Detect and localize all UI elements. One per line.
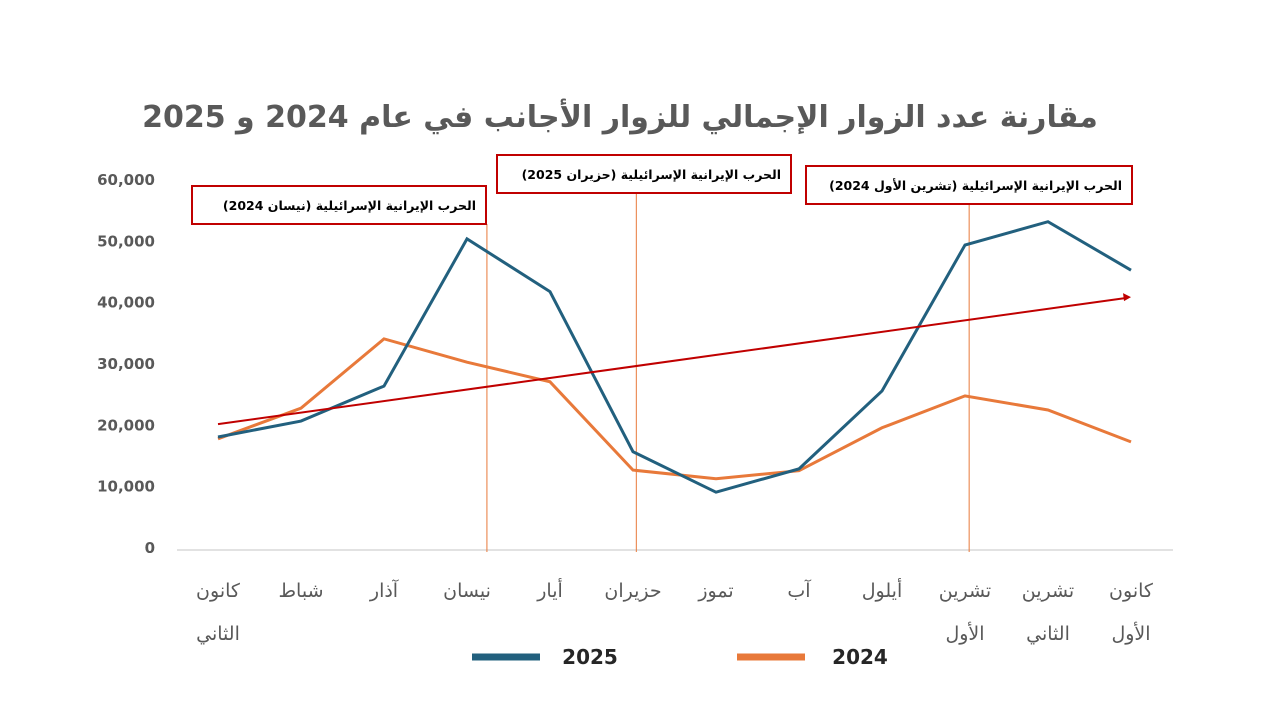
x-tick-label: الثاني [196, 623, 240, 645]
y-tick-label: 40,000 [97, 294, 155, 312]
x-tick-label: كانون [1109, 580, 1154, 602]
x-tick-label: الأول [945, 622, 984, 645]
trend-line [218, 298, 1125, 424]
chart-title: مقارنة عدد الزوار الإجمالي للزوار الأجان… [142, 98, 1098, 135]
x-tick-label: نيسان [443, 580, 491, 602]
y-tick-label: 0 [145, 539, 155, 557]
x-tick-label: حزيران [604, 580, 661, 602]
annotation-label: الحرب الإيرانية الإسرائيلية (تشرين الأول… [829, 178, 1122, 193]
y-tick-label: 10,000 [97, 478, 155, 496]
annotation-label: الحرب الإيرانية الإسرائيلية (نيسان 2024) [223, 198, 476, 213]
series-line-2025 [218, 222, 1131, 492]
legend-label-2025: 2025 [562, 645, 618, 669]
y-tick-label: 50,000 [97, 232, 155, 250]
x-tick-label: آذار [369, 578, 399, 602]
x-axis: كانون الثاني شباط آذار نيسان أيار حزيران تموز آب… [196, 578, 1154, 645]
x-tick-label: شباط [278, 580, 323, 602]
y-tick-label: 60,000 [97, 171, 155, 189]
x-tick-label: تموز [697, 580, 733, 602]
x-tick-label: كانون [196, 580, 241, 602]
trend-arrow [218, 293, 1131, 424]
x-tick-label: الثاني [1026, 623, 1070, 645]
legend: 2025 2024 [472, 645, 888, 669]
y-tick-label: 30,000 [97, 355, 155, 373]
legend-label-2024: 2024 [832, 645, 888, 669]
series-lines [218, 222, 1131, 493]
annotations: الحرب الإيرانية الإسرائيلية (نيسان 2024)… [192, 155, 1132, 224]
annotation-lines [487, 193, 969, 552]
y-axis: 0 10,000 20,000 30,000 40,000 50,000 60,000 [97, 171, 155, 557]
x-tick-label: الأول [1111, 622, 1150, 645]
x-tick-label: أيلول [862, 578, 902, 602]
y-tick-label: 20,000 [97, 416, 155, 434]
annotation-label: الحرب الإيرانية الإسرائيلية (حزيران 2025… [522, 167, 781, 182]
x-tick-label: تشرين [1022, 580, 1074, 602]
x-tick-label: تشرين [939, 580, 991, 602]
x-tick-label: آب [787, 578, 811, 602]
arrow-head-icon [1123, 293, 1131, 301]
x-tick-label: أيار [536, 578, 563, 602]
